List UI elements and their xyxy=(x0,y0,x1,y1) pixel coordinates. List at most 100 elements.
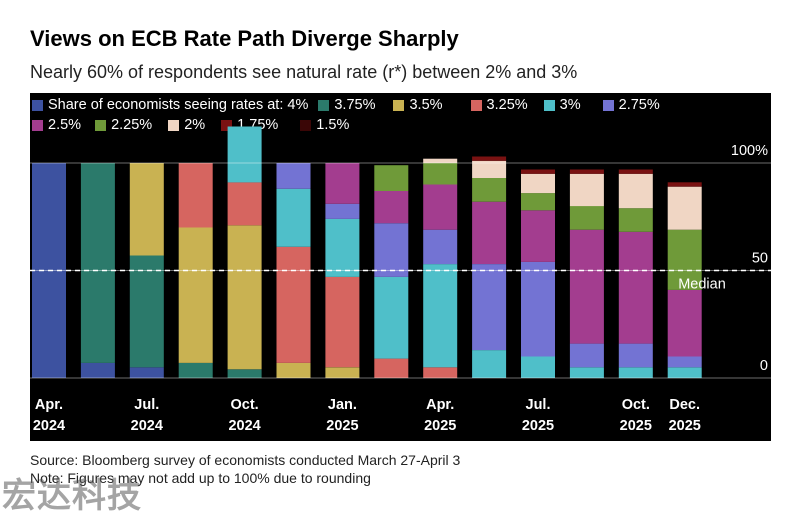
bar-segment xyxy=(569,173,604,207)
bar-segment xyxy=(227,126,262,183)
y-tick-label: 0 xyxy=(760,358,768,374)
chart-title: Views on ECB Rate Path Diverge Sharply xyxy=(30,26,459,51)
bar-segment xyxy=(374,223,409,277)
median-label: Median xyxy=(678,277,726,293)
legend-label: 3.75% xyxy=(334,97,376,113)
x-tick-label-month: Oct. xyxy=(230,397,258,413)
source-line: Source: Bloomberg survey of economists c… xyxy=(30,452,461,468)
bar-segment xyxy=(472,178,507,202)
bar-segment xyxy=(618,367,653,379)
bar-segment xyxy=(667,229,702,290)
legend-prefix: Share of economists seeing rates at: xyxy=(48,97,284,113)
legend-swatch xyxy=(300,119,312,131)
x-tick-label-year: 2025 xyxy=(326,418,358,434)
legend-swatch xyxy=(32,119,43,131)
bar-segment xyxy=(374,276,409,359)
bar-segment xyxy=(129,255,164,368)
bar-segment xyxy=(569,206,604,230)
bar-segment xyxy=(569,169,604,174)
bar-segment xyxy=(276,362,311,378)
bar-segment xyxy=(374,165,409,191)
legend-label: 3% xyxy=(559,97,581,113)
bar-segment xyxy=(129,163,164,256)
bar-segment xyxy=(423,264,458,368)
x-tick-label-year: 2024 xyxy=(131,418,163,434)
bar-segment xyxy=(423,229,458,265)
legend-item-4: Share of economists seeing rates at: 4% xyxy=(32,95,308,115)
bar-segment xyxy=(325,203,360,219)
legend-label: 3.25% xyxy=(486,97,528,113)
bar-segment xyxy=(472,201,507,264)
bar-segment xyxy=(618,208,653,232)
legend-row-1: Share of economists seeing rates at: 4% … xyxy=(32,95,767,115)
bar-segment xyxy=(129,367,164,379)
bar-segment xyxy=(569,229,604,344)
legend-swatch xyxy=(318,99,330,111)
x-tick-label-year: 2025 xyxy=(424,418,456,434)
legend-swatch xyxy=(393,99,405,111)
bar-segment xyxy=(325,218,360,277)
bar-segment xyxy=(325,367,360,379)
y-tick-labels: 100% 50 0 xyxy=(731,143,768,374)
stacked-bar-chart: Median 100% 50 0 Apr. 2024 Jul. 2024 Oct. 2024 J… xyxy=(30,126,771,434)
x-tick-label-month: Apr. xyxy=(426,397,454,413)
chart-panel: Share of economists seeing rates at: 4% … xyxy=(30,93,771,441)
bar-segment xyxy=(423,367,458,379)
bar-segment xyxy=(80,362,115,378)
bar-segment xyxy=(618,169,653,174)
source-note: Source: Bloomberg survey of economists c… xyxy=(30,451,460,487)
bar-segment xyxy=(667,289,702,357)
legend-label: 2.25% xyxy=(111,117,153,133)
bar-segment xyxy=(521,261,555,357)
x-tick-label-month: Apr. xyxy=(35,397,63,413)
bar-segment xyxy=(667,186,702,230)
legend-item-2-25: 2.25% xyxy=(95,115,152,135)
bar-segment xyxy=(227,182,262,226)
bar-segment xyxy=(423,184,458,230)
x-tick-label-month: Oct. xyxy=(622,397,650,413)
bar-segment xyxy=(178,163,213,228)
x-tick-label-year: 2024 xyxy=(228,418,260,434)
bar-segment xyxy=(569,343,604,368)
bar-segment xyxy=(423,163,458,185)
legend-item-2-5: 2.5% xyxy=(32,115,81,135)
bar-segment xyxy=(374,190,409,224)
bar-segment xyxy=(521,356,555,378)
bar-segment xyxy=(325,276,360,368)
x-tick-label-year: 2025 xyxy=(522,418,554,434)
note-line: Note: Figures may not add up to 100% due… xyxy=(30,470,371,486)
bar-segment xyxy=(178,227,213,363)
legend-swatch xyxy=(470,99,482,111)
bar-segment xyxy=(276,163,311,189)
bars-group xyxy=(32,126,702,379)
bar-segment xyxy=(667,182,702,187)
legend-swatch xyxy=(95,119,107,131)
legend-swatch xyxy=(221,119,233,131)
bar-segment xyxy=(667,356,702,368)
bar-segment xyxy=(667,367,702,379)
legend-item-3-5: 3.5% xyxy=(393,95,443,115)
bar-segment xyxy=(569,367,604,379)
watermark: 宏达科技 xyxy=(2,476,142,516)
x-tick-label-month: Dec. xyxy=(669,397,700,413)
bar-segment xyxy=(325,163,360,204)
chart-subtitle: Nearly 60% of respondents see natural ra… xyxy=(30,62,578,82)
bar-segment xyxy=(472,264,507,351)
x-tick-label-year: 2024 xyxy=(33,418,65,434)
bar-segment xyxy=(521,210,555,262)
legend-swatch xyxy=(543,99,555,111)
bar-segment xyxy=(521,193,555,211)
bar-segment xyxy=(276,188,311,247)
bar-segment xyxy=(374,358,409,378)
legend-label: 2.5% xyxy=(48,117,82,133)
legend-label: 4% xyxy=(287,97,309,113)
legend-item-3-25: 3.25% xyxy=(470,95,528,115)
x-tick-label-month: Jan. xyxy=(328,397,357,413)
legend-label: 2.75% xyxy=(618,97,660,113)
legend-item-1-5: 1.5% xyxy=(300,115,349,135)
legend-swatch xyxy=(168,119,180,131)
legend-item-2-75: 2.75% xyxy=(602,95,660,115)
bar-segment xyxy=(618,231,653,344)
bar-segment xyxy=(276,246,311,363)
y-tick-label: 100% xyxy=(731,143,768,159)
